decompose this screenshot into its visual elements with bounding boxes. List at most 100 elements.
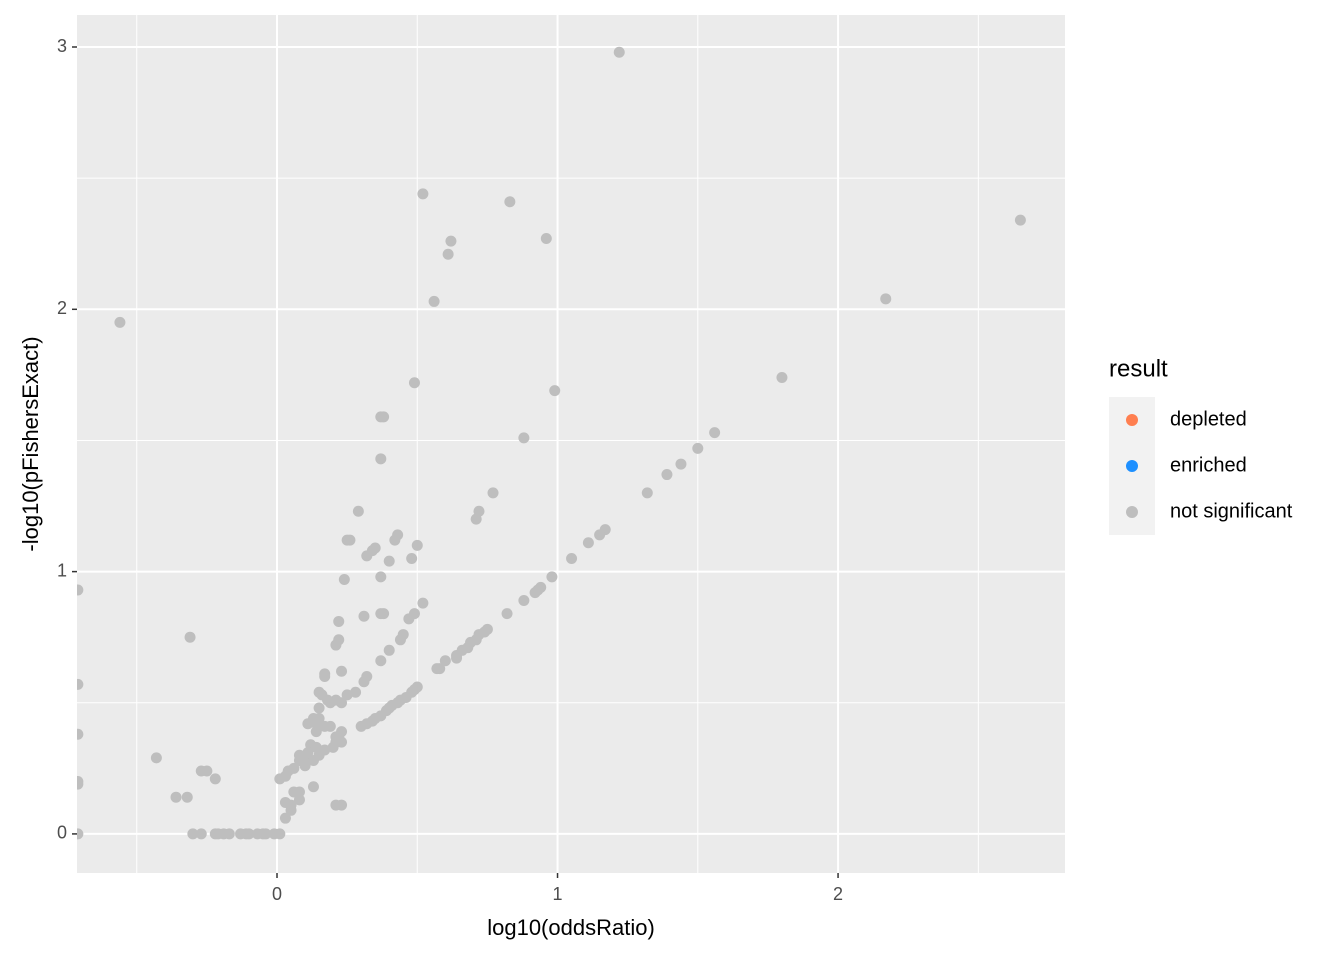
point: [330, 731, 342, 743]
y-tick-label: 1: [57, 560, 67, 580]
point: [439, 655, 451, 667]
point: [394, 634, 406, 646]
point: [184, 631, 196, 643]
point: [336, 665, 348, 677]
point: [302, 718, 314, 730]
point: [150, 752, 162, 764]
point: [279, 812, 291, 824]
point: [201, 765, 213, 777]
point: [692, 442, 704, 454]
x-tick-label: 2: [833, 884, 843, 904]
point: [341, 689, 353, 701]
point: [518, 432, 530, 444]
point: [594, 529, 606, 541]
point: [1014, 214, 1026, 226]
point: [310, 726, 322, 738]
point: [661, 469, 673, 481]
point: [445, 235, 457, 247]
point: [378, 608, 390, 620]
point: [549, 385, 561, 397]
y-tick-label: 3: [57, 36, 67, 56]
legend: depleted enriched not significant: [1109, 397, 1293, 535]
point: [411, 539, 423, 551]
point: [582, 537, 594, 549]
point: [375, 453, 387, 465]
point: [501, 608, 513, 620]
y-axis-title: -log10(pFishersExact): [18, 336, 43, 551]
point: [566, 552, 578, 564]
x-tick-label: 1: [553, 884, 563, 904]
legend-label: not significant: [1170, 500, 1293, 522]
point: [322, 694, 334, 706]
point: [529, 587, 541, 599]
point: [77, 778, 84, 790]
y-tick-label: 0: [57, 823, 67, 843]
point: [223, 828, 235, 840]
point: [77, 728, 84, 740]
point: [333, 615, 345, 627]
point: [417, 188, 429, 200]
point: [378, 411, 390, 423]
legend-label: depleted: [1170, 408, 1247, 430]
point: [403, 613, 415, 625]
point: [310, 741, 322, 753]
point: [260, 828, 272, 840]
point: [319, 671, 331, 683]
point: [352, 505, 364, 517]
point: [504, 196, 516, 208]
point: [451, 652, 463, 664]
point: [319, 744, 331, 756]
legend-marker: [1126, 414, 1138, 426]
point: [341, 534, 353, 546]
legend-title: result: [1109, 355, 1168, 382]
point: [209, 773, 221, 785]
point: [77, 678, 84, 690]
point: [307, 781, 319, 793]
point: [641, 487, 653, 499]
point: [170, 791, 182, 803]
point: [114, 316, 126, 328]
point: [428, 295, 440, 307]
point: [880, 293, 892, 305]
point: [406, 552, 418, 564]
point: [431, 663, 443, 675]
point: [338, 573, 350, 585]
point: [187, 828, 199, 840]
point: [302, 747, 314, 759]
point: [389, 534, 401, 546]
point: [336, 697, 348, 709]
point: [540, 232, 552, 244]
point: [330, 639, 342, 651]
point: [313, 713, 325, 725]
point: [470, 513, 482, 525]
x-tick-label: 0: [272, 884, 282, 904]
point: [358, 610, 370, 622]
point: [77, 828, 84, 840]
point: [417, 597, 429, 609]
point: [383, 555, 395, 567]
point: [709, 427, 721, 439]
x-axis-title: log10(oddsRatio): [487, 915, 655, 940]
point: [77, 584, 84, 596]
point: [355, 720, 367, 732]
point: [243, 828, 255, 840]
point: [442, 248, 454, 260]
point: [613, 46, 625, 58]
point: [313, 702, 325, 714]
point: [546, 571, 558, 583]
point: [274, 773, 286, 785]
point: [195, 828, 207, 840]
panel-background: [77, 15, 1065, 873]
point: [487, 487, 499, 499]
legend-label: enriched: [1170, 454, 1247, 476]
point: [350, 686, 362, 698]
legend-marker: [1126, 506, 1138, 518]
point: [299, 760, 311, 772]
points: [77, 46, 1026, 840]
point: [518, 594, 530, 606]
point: [327, 741, 339, 753]
point: [324, 720, 336, 732]
point: [293, 794, 305, 806]
point: [408, 377, 420, 389]
point: [375, 571, 387, 583]
